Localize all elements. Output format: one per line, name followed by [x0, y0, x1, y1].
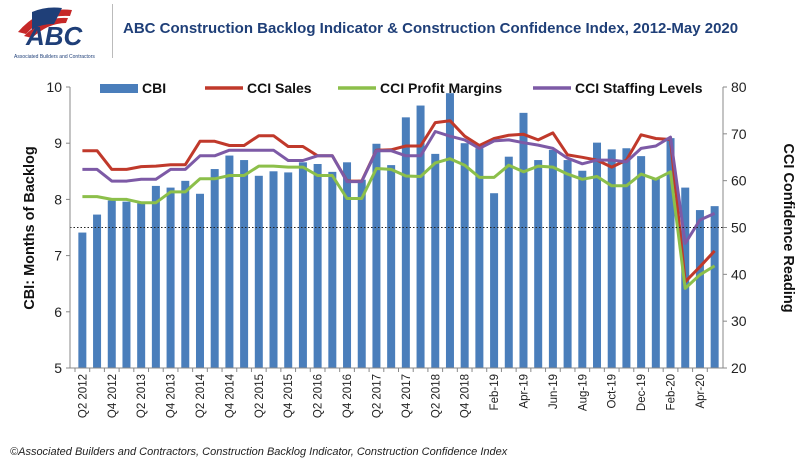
- chart-title: ABC Construction Backlog Indicator & Con…: [123, 20, 739, 37]
- x-tick-label: Q4 2014: [224, 373, 236, 418]
- bar-cbi: [195, 193, 204, 368]
- x-tick-label: Dec-19: [636, 374, 648, 411]
- bar-cbi: [210, 169, 219, 368]
- legend-swatch-cbi: [100, 84, 138, 93]
- y-tick-label: 8: [54, 191, 62, 207]
- bar-cbi: [695, 210, 704, 368]
- bar-cbi: [357, 179, 366, 368]
- x-tick-label: Q2 2012: [77, 374, 89, 418]
- line-cci-profit-margins: [82, 157, 716, 290]
- bar-cbi: [166, 187, 175, 368]
- legend-label: CBI: [142, 80, 166, 96]
- bar-cbi: [387, 165, 396, 368]
- bar-cbi: [284, 172, 293, 368]
- y2-tick-label: 80: [731, 79, 747, 95]
- x-tick-label: Apr-19: [518, 374, 530, 409]
- bar-cbi: [431, 153, 440, 368]
- bar-cbi: [181, 180, 190, 368]
- x-tick-label: Q2 2013: [136, 374, 148, 418]
- bar-cbi: [504, 156, 513, 368]
- bar-cbi: [548, 149, 557, 368]
- y2-tick-label: 70: [731, 126, 747, 142]
- logo-text: ABC: [25, 21, 84, 51]
- legend-label: CCI Sales: [247, 80, 312, 96]
- x-tick-label: Oct-19: [607, 374, 619, 409]
- bar-cbi: [254, 175, 263, 368]
- bar-cbi: [563, 160, 572, 368]
- y-tick-label: 10: [46, 79, 62, 95]
- x-tick-label: Q4 2017: [401, 374, 413, 418]
- bar-cbi: [78, 232, 87, 368]
- abc-logo: ABC Associated Builders and Contractors: [10, 4, 108, 60]
- x-tick-label: Q2 2015: [254, 374, 266, 418]
- y-tick-label: 9: [54, 135, 62, 151]
- bar-cbi: [240, 160, 249, 368]
- x-tick-label: Apr-20: [695, 374, 707, 409]
- x-tick-label: Q4 2012: [107, 374, 119, 418]
- y-tick-label: 7: [54, 248, 62, 264]
- legend-label: CCI Profit Margins: [380, 80, 502, 96]
- bar-cbi: [578, 170, 587, 368]
- bar-cbi: [593, 142, 602, 368]
- x-tick-label: Q2 2017: [371, 374, 383, 418]
- bar-cbi: [519, 112, 528, 369]
- bar-cbi: [137, 203, 146, 368]
- y2-tick-label: 20: [731, 360, 747, 376]
- bar-cbi: [328, 171, 337, 368]
- bar-cbi: [416, 105, 425, 369]
- bar-cbi: [343, 162, 352, 368]
- x-tick-label: Q4 2018: [460, 374, 472, 418]
- bar-cbi: [93, 214, 102, 368]
- bar-cbi: [622, 148, 631, 368]
- bar-cbi: [445, 93, 454, 368]
- y-tick-label: 5: [54, 360, 62, 376]
- y2-tick-label: 30: [731, 313, 747, 329]
- line-cci-staffing-levels: [82, 130, 716, 245]
- legend-label: CCI Staffing Levels: [575, 80, 703, 96]
- bar-cbi: [651, 178, 660, 368]
- line-cci-sales: [82, 119, 716, 284]
- y-axis-title: CBI: Months of Backlog: [22, 146, 38, 310]
- bar-cbi: [298, 162, 307, 368]
- y2-axis-title: CCI Confidence Reading: [780, 143, 796, 312]
- source-footer: ©Associated Builders and Contractors, Co…: [10, 446, 508, 458]
- x-tick-label: Aug-19: [577, 374, 589, 411]
- bar-cbi: [607, 149, 616, 368]
- x-tick-label: Q2 2014: [195, 373, 207, 418]
- x-tick-label: Q4 2013: [166, 374, 178, 418]
- bar-cbi: [666, 138, 675, 368]
- bar-cbi: [710, 206, 719, 368]
- x-tick-label: Q2 2016: [313, 374, 325, 418]
- header-divider: [112, 4, 113, 58]
- y2-tick-label: 60: [731, 173, 747, 189]
- x-tick-label: Q2 2018: [430, 374, 442, 418]
- y2-tick-label: 40: [731, 266, 747, 282]
- bar-cbi: [313, 163, 322, 368]
- bar-cbi: [269, 171, 278, 368]
- y-tick-label: 6: [54, 304, 62, 320]
- bar-cbi: [475, 148, 484, 368]
- bar-cbi: [151, 185, 160, 368]
- logo-subtext: Associated Builders and Contractors: [14, 54, 95, 60]
- y2-tick-label: 50: [731, 220, 747, 236]
- x-tick-label: Feb-19: [489, 374, 501, 410]
- x-tick-label: Feb-20: [666, 374, 678, 410]
- bar-cbi: [460, 143, 469, 368]
- bar-cbi: [372, 143, 381, 368]
- bar-cbi: [534, 160, 543, 368]
- bar-cbi: [122, 201, 131, 368]
- bar-cbi: [107, 200, 116, 368]
- bar-cbi: [401, 117, 410, 369]
- x-tick-label: Jun-19: [548, 374, 560, 409]
- x-tick-label: Q4 2015: [283, 374, 295, 418]
- bar-cbi: [225, 155, 234, 368]
- bar-cbi: [490, 193, 499, 368]
- bar-cbi: [637, 156, 646, 368]
- x-tick-label: Q4 2016: [342, 374, 354, 418]
